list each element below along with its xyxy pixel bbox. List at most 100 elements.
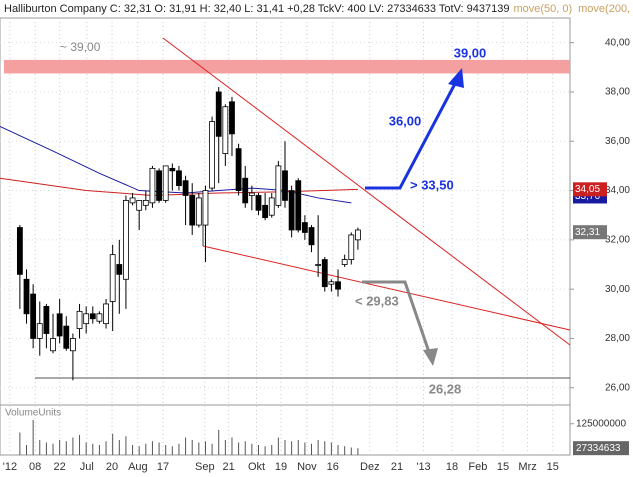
x-tick-label: 16 <box>327 461 339 473</box>
price-label: 33,76 <box>575 191 600 202</box>
volume-bar <box>85 442 87 455</box>
candle-body <box>36 323 43 339</box>
x-tick-label: 15 <box>547 461 559 473</box>
x-tick-label: 19 <box>275 461 287 473</box>
candle-body <box>315 264 322 266</box>
volume-label: 27334633 <box>576 443 621 454</box>
candle-body <box>255 195 262 211</box>
candle-body <box>129 197 136 204</box>
candle-body <box>195 197 202 226</box>
grey-arrow <box>362 280 432 356</box>
price-label-box <box>573 225 607 240</box>
candle-body <box>83 313 90 325</box>
candle-body <box>321 259 328 288</box>
candle-body <box>308 227 315 246</box>
header: Halliburton Company C: 32,31 O: 31,91 H:… <box>4 3 509 15</box>
legend-entry: move(200, 0) <box>578 3 633 15</box>
volume-bar <box>231 437 233 455</box>
volume-bar <box>112 433 114 455</box>
y-tick-label: 36,00 <box>605 136 630 147</box>
annotation: ~ 39,00 <box>60 40 101 54</box>
candle-body <box>268 197 275 216</box>
volume-bar <box>304 442 306 455</box>
volume-bar <box>191 440 193 455</box>
volume-bar <box>330 442 332 455</box>
x-tick-label: 15 <box>497 461 509 473</box>
volume-bar <box>344 446 346 455</box>
candle-body <box>222 106 229 154</box>
annotation: 39,00 <box>454 45 487 60</box>
volume-bar <box>59 440 61 455</box>
candle-body <box>109 254 116 302</box>
zone-layer <box>4 59 570 74</box>
volume-bar <box>224 440 226 455</box>
candle-body <box>136 200 143 211</box>
moving-average <box>0 126 352 204</box>
volume-bar <box>264 446 266 455</box>
x-tick-label: Sep <box>195 461 215 473</box>
volume-bar <box>198 442 200 455</box>
candle-body <box>56 313 63 337</box>
candle-body <box>335 281 341 290</box>
price-label-box <box>573 182 607 197</box>
price-label: 34,05 <box>575 184 600 195</box>
candle-body <box>229 101 235 135</box>
annotation: > 33,50 <box>410 177 454 192</box>
volume-bar <box>257 445 259 455</box>
volume-bar <box>297 440 299 455</box>
candle-body <box>348 234 355 260</box>
price-label: 32,31 <box>575 227 600 238</box>
volume-bar <box>19 432 21 455</box>
y-tick-label: 125000000 <box>576 418 626 429</box>
trend-line <box>202 245 571 331</box>
candle-body <box>262 204 269 219</box>
candle-body <box>288 190 295 231</box>
volume-bar <box>211 443 213 455</box>
volume-bar <box>357 448 359 455</box>
volume-bar <box>238 442 240 455</box>
volume-bar <box>284 440 286 455</box>
candle-body <box>43 306 50 334</box>
annotation: 26,28 <box>429 381 462 396</box>
blue-arrow <box>365 77 460 190</box>
candle-body <box>176 170 182 187</box>
legend-entry: move(50, 0) <box>513 3 572 15</box>
volume-bar <box>125 436 127 455</box>
volume-bar <box>204 441 206 455</box>
volume-bar <box>98 445 100 455</box>
candle-body <box>182 180 189 196</box>
x-tick-label: Mrz <box>518 461 536 473</box>
candle-body <box>209 121 215 189</box>
volume-title: VolumeUnits <box>5 408 61 419</box>
volume-bar <box>218 430 220 455</box>
volume-bar <box>178 443 180 455</box>
candle-body <box>156 170 162 201</box>
volume-bar <box>291 441 293 455</box>
annotation: 36,00 <box>389 113 422 128</box>
y-tick-label: 34,00 <box>605 185 630 196</box>
candle-body <box>116 264 123 275</box>
volume-bar <box>271 445 273 455</box>
marks <box>0 87 361 455</box>
candle-body <box>103 303 109 325</box>
volume-bar <box>165 445 167 455</box>
volume-bar <box>151 441 153 455</box>
volume-label-box <box>573 441 629 456</box>
candle-body <box>23 278 30 315</box>
x-tick-label: 20 <box>106 461 118 473</box>
y-tick-label: 40,00 <box>605 37 630 48</box>
x-tick-label: 21 <box>223 461 235 473</box>
candle-body <box>96 313 103 322</box>
y-tick-label: 30,00 <box>605 284 630 295</box>
volume-bar <box>39 440 41 455</box>
candle-body <box>215 91 222 137</box>
volume-bar <box>145 443 147 455</box>
candle-body <box>70 338 76 352</box>
x-tick-label: 18 <box>446 461 458 473</box>
candle-body <box>189 195 196 226</box>
x-tick-label: 17 <box>157 461 169 473</box>
x-tick-label: Okt <box>248 461 265 473</box>
candle-body <box>50 338 56 352</box>
volume-bar <box>158 442 160 455</box>
